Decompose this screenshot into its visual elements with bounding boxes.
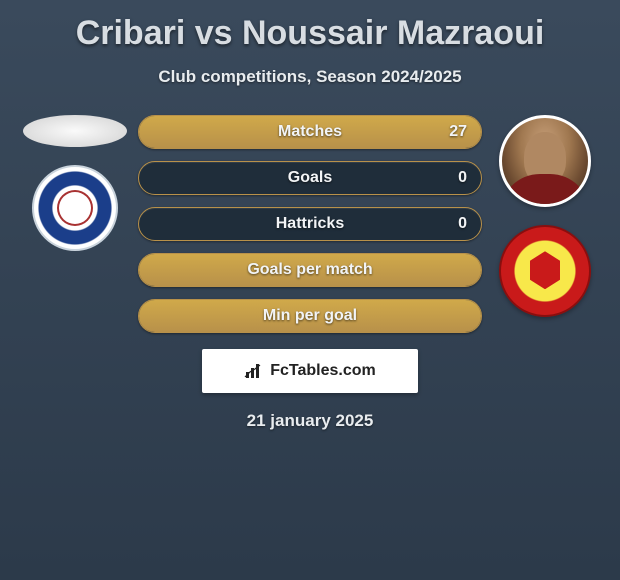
stat-label: Min per goal (263, 307, 357, 325)
stats-column: Matches 27 Goals 0 Hattricks 0 Goals per… (138, 115, 482, 333)
page-title: Cribari vs Noussair Mazraoui (0, 14, 620, 53)
brand-text: FcTables.com (270, 362, 376, 380)
stat-row-min-per-goal: Min per goal (138, 299, 482, 333)
date-line: 21 january 2025 (0, 411, 620, 431)
stat-right-value: 0 (458, 215, 467, 233)
player-left-club-badge (32, 165, 118, 251)
stat-right-value: 0 (458, 169, 467, 187)
stat-right-value: 27 (449, 123, 467, 141)
brand-badge[interactable]: FcTables.com (202, 349, 418, 393)
player-left-avatar (23, 115, 127, 147)
stat-label: Goals (288, 169, 332, 187)
stat-row-goals: Goals 0 (138, 161, 482, 195)
stat-row-matches: Matches 27 (138, 115, 482, 149)
stat-label: Matches (278, 123, 342, 141)
player-right-avatar (499, 115, 591, 207)
page-subtitle: Club competitions, Season 2024/2025 (0, 67, 620, 87)
stat-label: Hattricks (276, 215, 344, 233)
stat-label: Goals per match (247, 261, 372, 279)
player-right-club-badge (499, 225, 591, 317)
left-player-col (20, 115, 130, 251)
stat-row-hattricks: Hattricks 0 (138, 207, 482, 241)
comparison-card: Cribari vs Noussair Mazraoui Club compet… (0, 0, 620, 441)
right-player-col (490, 115, 600, 317)
stat-row-goals-per-match: Goals per match (138, 253, 482, 287)
content-row: Matches 27 Goals 0 Hattricks 0 Goals per… (0, 115, 620, 333)
bar-chart-icon (244, 362, 264, 380)
